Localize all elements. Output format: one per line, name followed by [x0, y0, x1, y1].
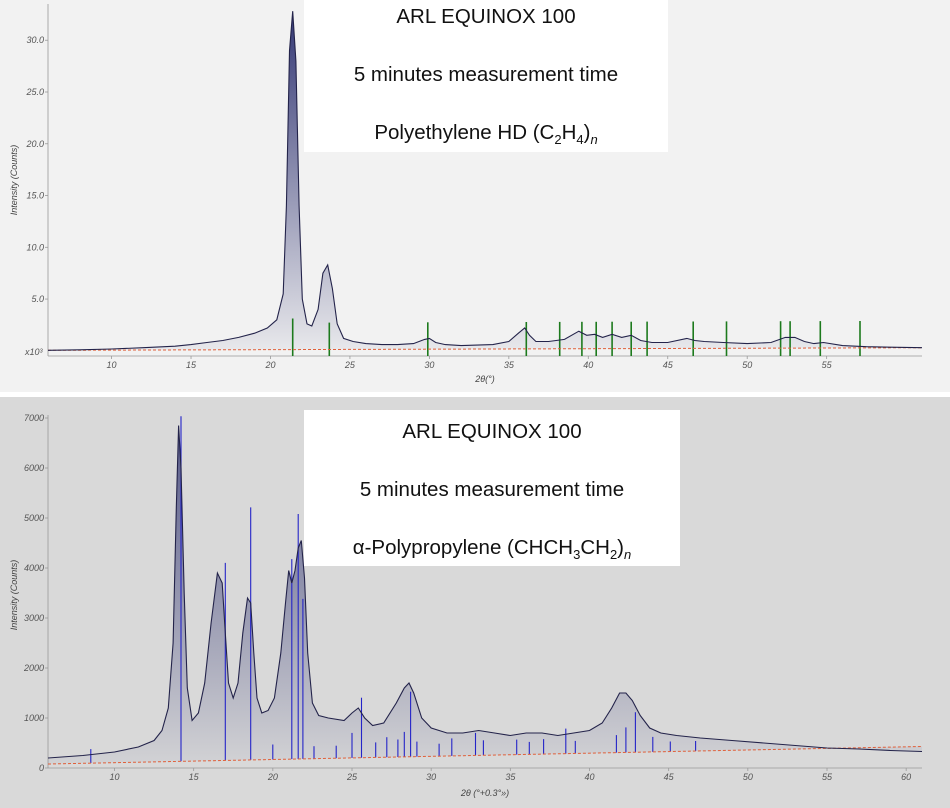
pe-hd-sample-suffix: n — [590, 132, 598, 148]
pe-hd-x-axis-label: 2θ(°) — [474, 374, 494, 384]
pp-x-tick-label: 50 — [743, 772, 753, 782]
pe-hd-title: ARL EQUINOX 100 — [396, 5, 576, 28]
pe-hd-x-tick-label: 20 — [264, 360, 275, 370]
pp-y-tick-label: 5000 — [24, 513, 44, 523]
pe-hd-sample-mid: H — [561, 121, 577, 144]
pp-sample-name: α-Polypropylene (CHCH — [352, 536, 574, 559]
pp-background-line — [47, 746, 923, 765]
pe-hd-x-tick-label: 25 — [344, 360, 356, 370]
pe-hd-x-tick-label: 50 — [742, 360, 752, 370]
pe-hd-y-tick-label: 5.0 — [31, 294, 44, 304]
pp-x-tick-label: 15 — [189, 772, 200, 782]
pp-y-tick-label: 6000 — [24, 463, 44, 473]
pe-hd-info-box: ARL EQUINOX 100 5 minutes measurement ti… — [304, 0, 668, 152]
pe-hd-y-multiplier: x10³ — [24, 347, 44, 357]
pe-hd-x-tick-label: 10 — [107, 360, 117, 370]
pe-hd-diffraction-curve — [47, 11, 923, 351]
pe-hd-sample-sub1: 2 — [554, 132, 562, 148]
pe-hd-x-tick-label: 30 — [424, 360, 434, 370]
pe-hd-sample-label: Polyethylene HD (C2H4)n — [304, 121, 668, 147]
pe-hd-subtitle: 5 minutes measurement time — [353, 63, 619, 86]
pp-y-tick-label: 2000 — [23, 663, 44, 673]
pe-hd-x-tick-label: 35 — [504, 360, 515, 370]
pp-diffraction-curve — [47, 425, 923, 759]
pe-hd-sample-name: Polyethylene HD (C — [374, 121, 555, 144]
pp-sample-sub1: 3 — [573, 547, 581, 563]
pp-x-tick-label: 25 — [346, 772, 358, 782]
pe-hd-y-axis-label: Intensity (Counts) — [9, 145, 19, 216]
pp-sample-sub2: 2 — [609, 547, 618, 563]
pp-x-tick-label: 20 — [267, 772, 278, 782]
pp-info-box: ARL EQUINOX 100 5 minutes measurement ti… — [304, 410, 680, 566]
pp-x-tick-label: 45 — [664, 772, 675, 782]
pe-hd-x-tick-label: 45 — [663, 360, 674, 370]
pe-hd-y-tick-label: 20.0 — [25, 139, 44, 149]
pe-hd-y-tick-label: 25.0 — [25, 87, 44, 97]
pp-x-tick-label: 40 — [584, 772, 594, 782]
pe-hd-y-tick-label: 15.0 — [26, 191, 44, 201]
pp-sample-mid: CH — [580, 536, 610, 559]
pp-x-axis-label: 2θ (°+0.3°») — [460, 788, 509, 798]
pp-sample-label: α-Polypropylene (CHCH3CH2)n — [304, 536, 680, 562]
pe-hd-x-tick-label: 40 — [583, 360, 593, 370]
pp-y-axis-label: Intensity (Counts) — [9, 560, 19, 631]
pp-x-tick-label: 10 — [109, 772, 119, 782]
pe-hd-y-tick-label: 10.0 — [26, 242, 44, 252]
pe-hd-background-line — [47, 347, 923, 351]
pp-x-tick-label: 35 — [505, 772, 516, 782]
pp-sample-close: ) — [617, 536, 624, 559]
pp-y-tick-label: 3000 — [24, 613, 44, 623]
pp-subtitle: 5 minutes measurement time — [359, 478, 625, 501]
pe-hd-y-tick-label: 30.0 — [26, 35, 44, 45]
pe-hd-x-tick-label: 15 — [186, 360, 197, 370]
pp-y-tick-label: 7000 — [24, 413, 44, 423]
pp-sample-suffix: n — [624, 547, 632, 563]
pp-y-tick-label: 0 — [39, 763, 44, 773]
pp-x-tick-label: 60 — [901, 772, 911, 782]
pp-x-tick-label: 55 — [822, 772, 833, 782]
pp-y-tick-label: 1000 — [24, 713, 44, 723]
pp-x-tick-label: 30 — [426, 772, 436, 782]
pp-title: ARL EQUINOX 100 — [402, 420, 582, 443]
pe-hd-sample-close: ) — [583, 121, 591, 144]
pe-hd-sample-sub2: 4 — [576, 132, 584, 148]
pe-hd-x-tick-label: 55 — [822, 360, 833, 370]
pp-y-tick-label: 4000 — [24, 563, 44, 573]
